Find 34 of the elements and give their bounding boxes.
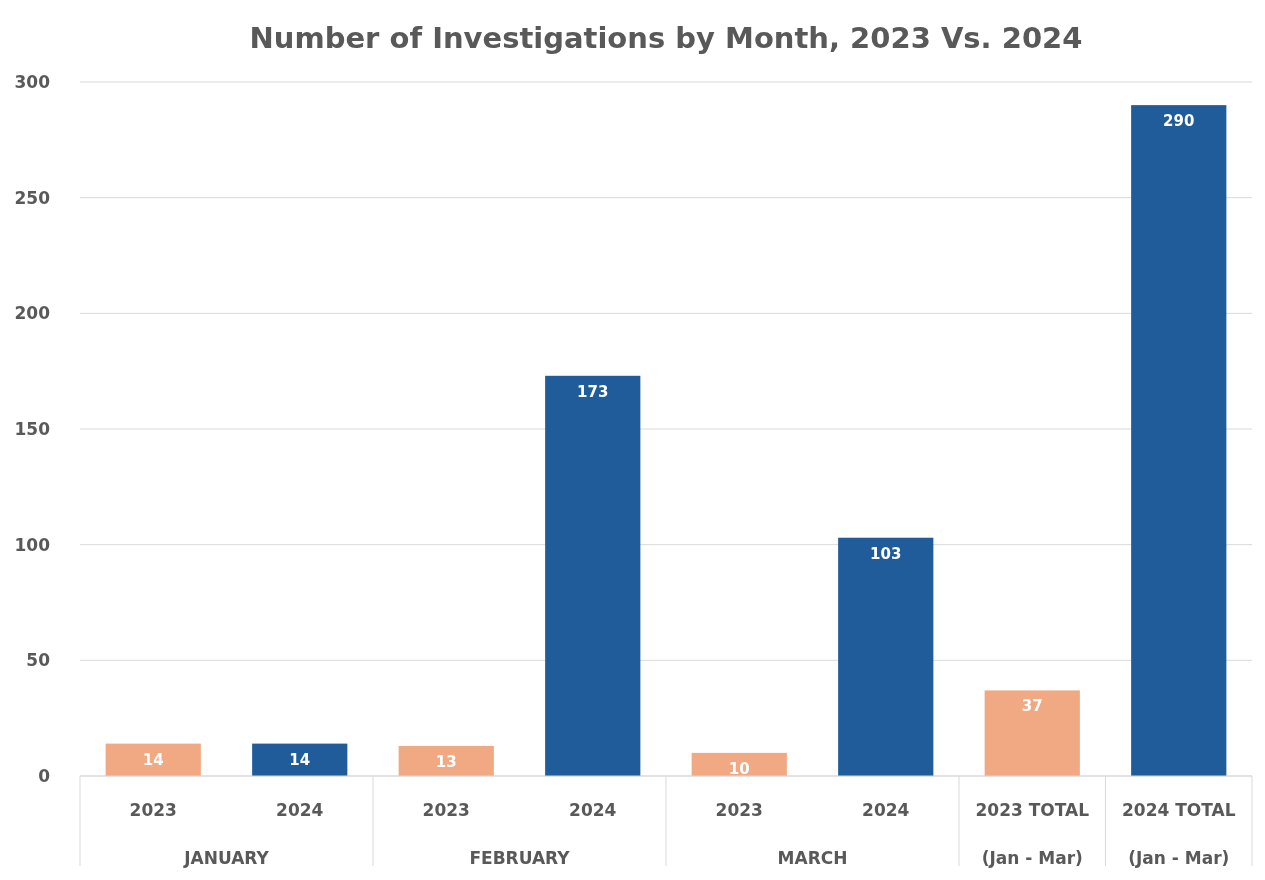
- x-tick-label: 2023: [422, 800, 470, 820]
- bar: [252, 743, 348, 776]
- data-label: 103: [870, 544, 902, 563]
- y-tick-label: 250: [14, 187, 51, 208]
- text: JANUARY: [183, 848, 270, 868]
- data-label: 10: [728, 759, 750, 778]
- data-label: 13: [435, 752, 457, 771]
- category-label: 2023 TOTAL (Jan - Mar): [975, 800, 1090, 868]
- bar: [1131, 105, 1227, 776]
- x-tick-label: 2023: [715, 800, 763, 820]
- bar: [838, 537, 934, 776]
- y-tick-label: 0: [38, 765, 51, 786]
- text: MARCH: [777, 848, 848, 868]
- bar: [398, 745, 494, 776]
- bar: [984, 690, 1080, 776]
- data-label: 37: [1021, 697, 1043, 716]
- data-label: 290: [1163, 112, 1195, 131]
- x-tick-label: 2024: [862, 800, 910, 820]
- text: FEBRUARY: [469, 848, 571, 868]
- data-label: 14: [142, 750, 164, 769]
- x-tick-label: 2024: [276, 800, 324, 820]
- y-tick-label: 100: [14, 534, 51, 555]
- y-tick-label: 150: [14, 418, 51, 439]
- data-label: 14: [289, 750, 311, 769]
- x-tick-label: 2024: [569, 800, 617, 820]
- bar: [545, 375, 641, 776]
- bar: [105, 743, 201, 776]
- x-tick-label: 2023: [129, 800, 177, 820]
- category-label: 2024 TOTAL (Jan - Mar): [1121, 800, 1236, 868]
- y-tick-label: 50: [26, 650, 51, 671]
- chart-title: Number of Investigations by Month, 2023 Vs. 2024: [249, 21, 1083, 55]
- y-tick-label: 300: [14, 71, 51, 92]
- y-tick-label: 200: [14, 303, 51, 324]
- data-label: 173: [577, 382, 609, 401]
